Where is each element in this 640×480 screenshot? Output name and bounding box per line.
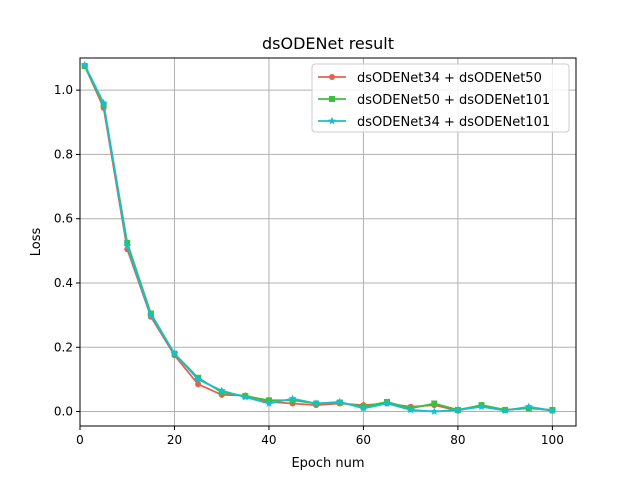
legend-label: dsODENet34 + dsODENet101 [357,115,550,130]
x-tick-label: 60 [356,433,371,447]
x-tick-label: 40 [261,433,276,447]
data-point [123,241,132,250]
chart-title: dsODENet result [262,34,394,53]
legend-marker [329,74,335,80]
y-tick-label: 0.8 [54,147,73,161]
data-point [501,406,510,414]
data-point [194,375,203,383]
x-tick-label: 80 [450,433,465,447]
y-axis-label: Loss [29,228,44,257]
data-point [217,386,226,395]
y-tick-label: 0.6 [54,212,73,226]
x-tick-label: 0 [76,433,84,447]
data-point [264,399,273,407]
data-point [406,405,415,414]
y-tick-label: 0.4 [54,276,73,290]
data-point [335,397,344,406]
x-tick-label: 20 [167,433,182,447]
data-point [80,60,89,69]
data-point [383,399,392,407]
y-tick-label: 1.0 [54,83,73,97]
x-tick-label: 100 [541,433,564,447]
x-axis-label: Epoch num [291,456,364,471]
data-point [477,402,486,411]
legend-marker [328,116,336,125]
plot-frame [79,57,577,427]
series-layer [80,60,557,415]
legend-label: dsODENet34 + dsODENet50 [357,71,542,86]
legend-marker [329,96,335,102]
data-point [146,310,155,319]
y-axis-ticks: 0.0 0.2 0.4 0.6 0.8 1.0 [54,83,80,419]
legend: dsODENet34 + dsODENet50 dsODENet50 + dsOD… [311,63,570,133]
series-3 [80,60,557,415]
legend-label: dsODENet50 + dsODENet101 [357,93,550,108]
data-point [548,406,557,414]
y-tick-label: 0.2 [54,340,73,354]
data-point [453,405,462,414]
data-point [359,404,368,412]
y-tick-label: 0.0 [54,405,73,419]
data-point [524,402,533,411]
x-axis-ticks: 0 20 40 60 80 100 [76,426,564,447]
data-point [170,349,179,358]
data-point [312,399,321,407]
data-point [288,394,297,403]
data-point [241,392,250,401]
data-point [431,400,438,407]
data-point [195,381,202,388]
legend-box [311,63,570,133]
data-point [99,98,108,107]
data-point [430,407,439,415]
